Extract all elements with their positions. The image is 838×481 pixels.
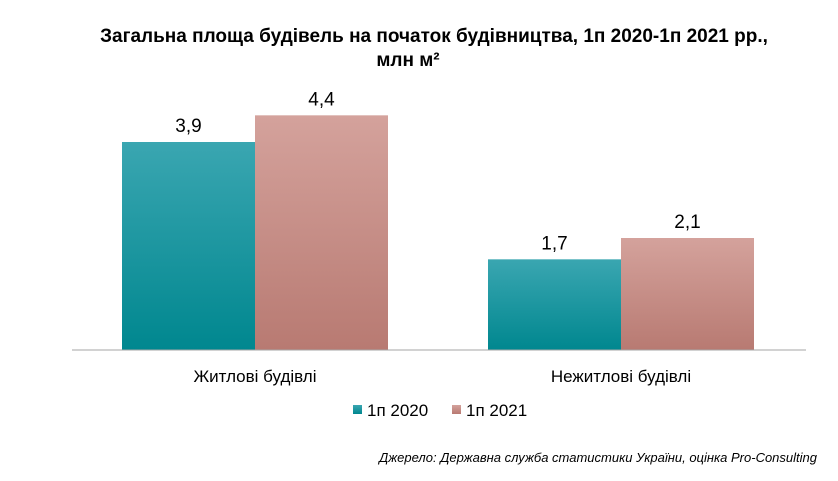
bar-nonresidential-2021 (621, 238, 754, 350)
legend-label-2020: 1п 2020 (367, 401, 428, 420)
bar-residential-2021 (255, 115, 388, 350)
bars-group: 3,9 4,4 1,7 2,1 (122, 89, 754, 350)
legend-swatch-2020 (353, 405, 362, 414)
category-label-nonresidential: Нежитлові будівлі (551, 367, 691, 386)
legend-label-2021: 1п 2021 (466, 401, 527, 420)
data-label-residential-2020: 3,9 (175, 116, 201, 137)
category-label-residential: Житлові будівлі (193, 367, 316, 386)
chart-title-unit: млн м² (376, 50, 439, 71)
data-label-residential-2021: 4,4 (308, 89, 335, 110)
source-note: Джерело: Державна служба статистики Укра… (377, 450, 818, 465)
data-label-nonresidential-2020: 1,7 (541, 233, 567, 254)
bar-nonresidential-2020 (488, 259, 621, 350)
legend-swatch-2021 (452, 405, 461, 414)
bar-residential-2020 (122, 142, 255, 350)
chart-title: Загальна площа будівель на початок будів… (100, 26, 768, 47)
data-label-nonresidential-2021: 2,1 (674, 212, 700, 233)
